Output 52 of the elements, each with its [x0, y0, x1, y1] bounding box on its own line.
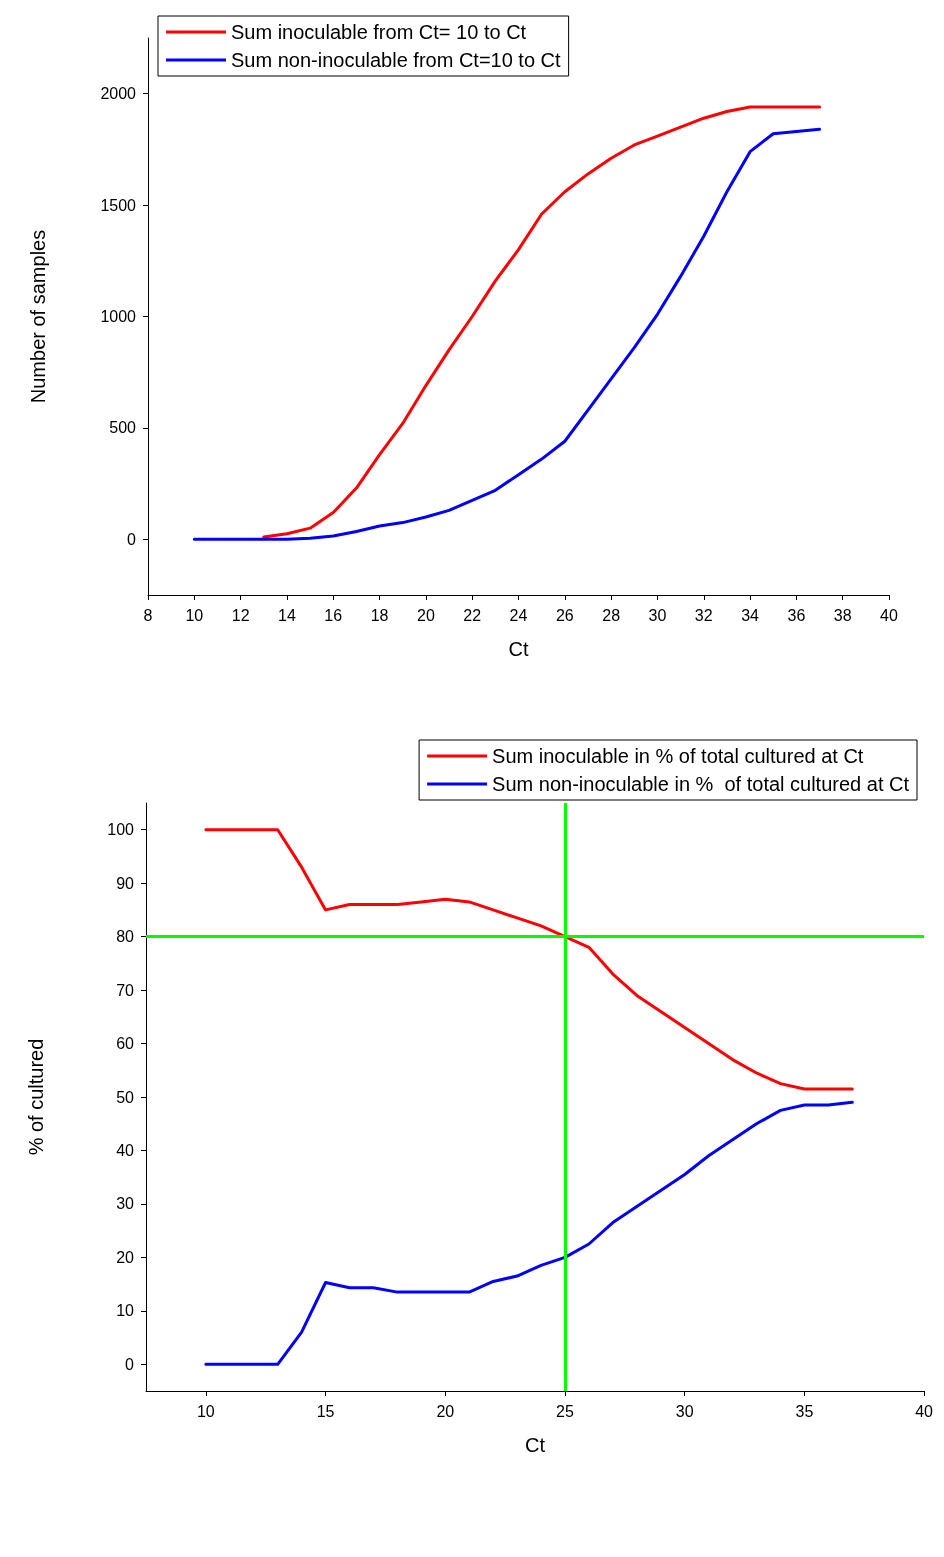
y-tick-label: 1000	[100, 308, 137, 325]
y-tick-label: 2000	[100, 85, 137, 103]
x-tick-label: 10	[196, 1402, 215, 1420]
x-tick-label: 12	[231, 606, 250, 624]
y-tick-label: 90	[116, 874, 135, 892]
x-tick-label: 36	[787, 606, 806, 624]
x-tick-label: 20	[416, 606, 435, 624]
y-tick-label: 500	[109, 419, 137, 437]
x-tick-label: 20	[436, 1402, 455, 1420]
x-tick-label: 10	[185, 606, 204, 624]
legend-label: Sum non-inoculable in % of total cultured at Ct	[492, 773, 910, 795]
legend-label: Sum inoculable in % of total cultured at Ct	[492, 745, 864, 767]
line-series	[204, 1100, 854, 1366]
x-tick-label: 30	[648, 606, 667, 624]
y-tick-label: 0	[127, 530, 137, 548]
x-axis-title: Ct	[525, 1434, 546, 1456]
y-tick-label: 80	[116, 928, 135, 946]
y-tick-label: 40	[116, 1141, 135, 1159]
line-series	[204, 828, 854, 1091]
x-tick-label: 15	[316, 1402, 335, 1420]
x-tick-label: 30	[675, 1402, 694, 1420]
y-tick-label: 10	[116, 1302, 135, 1320]
x-tick-label: 34	[741, 606, 760, 624]
legend-label: Sum non-inoculable from Ct=10 to Ct	[231, 49, 562, 71]
x-tick-label: 22	[463, 606, 482, 624]
x-tick-label: 26	[555, 606, 574, 624]
y-tick-label: 100	[107, 821, 135, 839]
y-tick-label: 70	[116, 981, 135, 999]
x-tick-label: 40	[880, 606, 898, 624]
legend-label: Sum inoculable from Ct= 10 to Ct	[231, 21, 527, 43]
x-tick-label: 28	[602, 606, 621, 624]
x-tick-label: 38	[833, 606, 852, 624]
y-axis-title: Number of samples	[27, 229, 49, 404]
x-tick-label: 25	[556, 1402, 574, 1420]
y-tick-label: 0	[125, 1355, 135, 1373]
y-axis-title: % of cultured	[25, 1038, 47, 1156]
x-tick-label: 24	[509, 606, 528, 624]
line-series	[192, 127, 822, 541]
x-tick-label: 18	[370, 606, 389, 624]
x-tick-label: 14	[278, 606, 296, 624]
y-tick-label: 60	[116, 1035, 135, 1053]
x-tick-label: 32	[694, 606, 713, 624]
x-tick-label: 40	[915, 1402, 934, 1420]
x-axis-title: Ct	[508, 638, 529, 660]
y-tick-label: 20	[116, 1248, 135, 1266]
x-tick-label: 16	[324, 606, 343, 624]
x-tick-label: 8	[143, 606, 153, 624]
y-tick-label: 1500	[100, 196, 137, 214]
x-tick-label: 35	[795, 1402, 814, 1420]
line-series	[262, 105, 822, 539]
y-tick-label: 50	[116, 1088, 135, 1106]
y-tick-label: 30	[116, 1195, 135, 1213]
